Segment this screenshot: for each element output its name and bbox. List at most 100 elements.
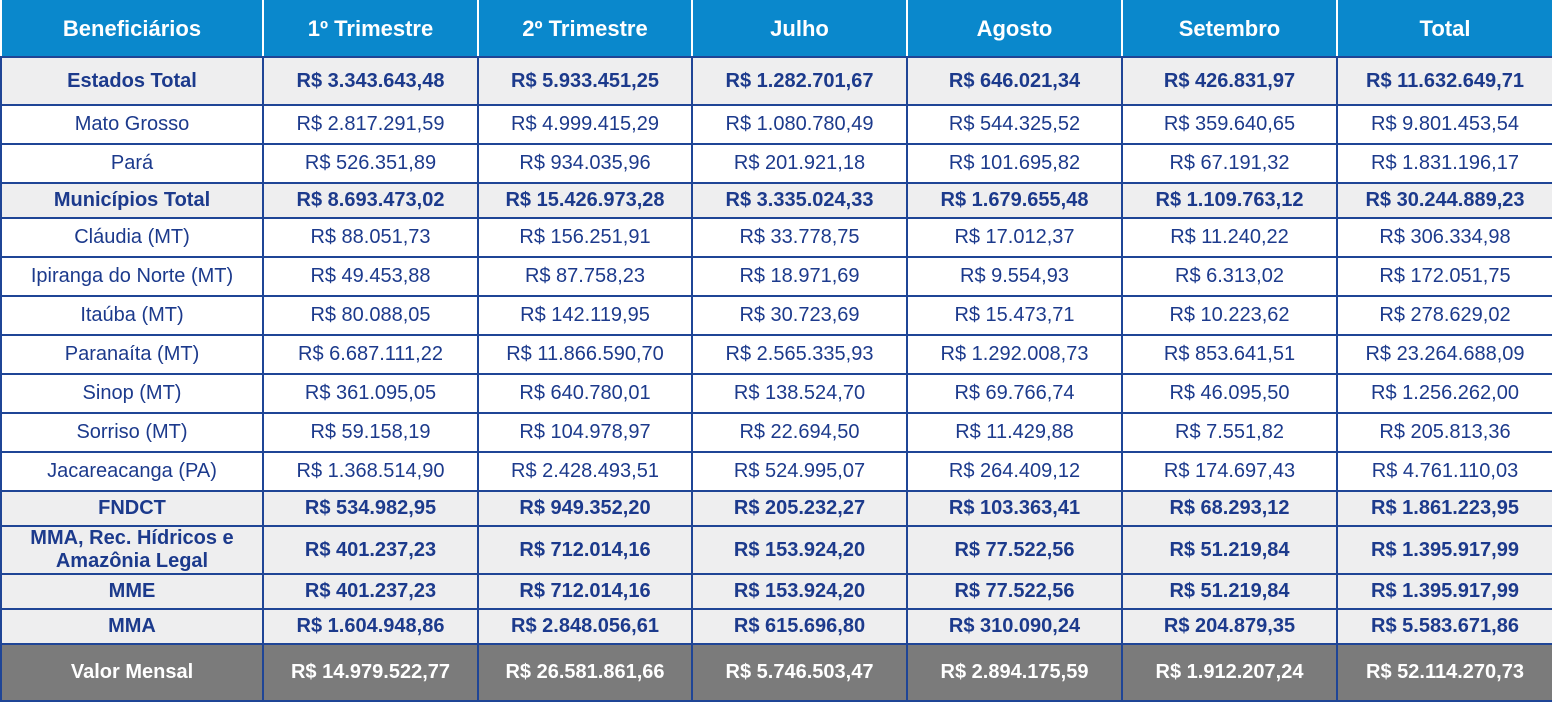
table: Beneficiários 1º Trimestre 2º Trimestre Jul… xyxy=(0,0,1552,702)
value-cell: R$ 1.292.008,73 xyxy=(906,334,1123,375)
value-cell: R$ 15.426.973,28 xyxy=(477,182,693,219)
value-cell: R$ 544.325,52 xyxy=(906,104,1123,145)
header-cell: Setembro xyxy=(1121,0,1338,58)
value-cell: R$ 934.035,96 xyxy=(477,143,693,184)
value-cell: R$ 15.473,71 xyxy=(906,295,1123,336)
value-cell: R$ 264.409,12 xyxy=(906,451,1123,492)
value-cell: R$ 1.109.763,12 xyxy=(1121,182,1338,219)
table-row: Paranaíta (MT) R$ 6.687.111,22 R$ 11.866.5… xyxy=(0,334,1552,375)
row-label: Mato Grosso xyxy=(0,104,264,145)
header-cell: Total xyxy=(1336,0,1552,58)
value-cell: R$ 46.095,50 xyxy=(1121,373,1338,414)
value-cell: R$ 22.694,50 xyxy=(691,412,908,453)
value-cell: R$ 77.522,56 xyxy=(906,525,1123,575)
table-row: Estados Total R$ 3.343.643,48 R$ 5.933.451… xyxy=(0,56,1552,106)
value-cell: R$ 104.978,97 xyxy=(477,412,693,453)
row-label: Jacareacanga (PA) xyxy=(0,451,264,492)
table-row: MMA, Rec. Hídricos e Amazônia Legal R$ 40… xyxy=(0,525,1552,575)
row-label: FNDCT xyxy=(0,490,264,527)
value-cell: R$ 11.632.649,71 xyxy=(1336,56,1552,106)
value-cell: R$ 17.012,37 xyxy=(906,217,1123,258)
value-cell: R$ 11.240,22 xyxy=(1121,217,1338,258)
row-label: MMA, Rec. Hídricos e Amazônia Legal xyxy=(0,525,264,575)
value-cell: R$ 33.778,75 xyxy=(691,217,908,258)
value-cell: R$ 1.831.196,17 xyxy=(1336,143,1552,184)
value-cell: R$ 11.866.590,70 xyxy=(477,334,693,375)
value-cell: R$ 3.335.024,33 xyxy=(691,182,908,219)
value-cell: R$ 51.219,84 xyxy=(1121,525,1338,575)
value-cell: R$ 1.282.701,67 xyxy=(691,56,908,106)
value-cell: R$ 526.351,89 xyxy=(262,143,479,184)
value-cell: R$ 23.264.688,09 xyxy=(1336,334,1552,375)
value-cell: R$ 310.090,24 xyxy=(906,608,1123,645)
value-cell: R$ 11.429,88 xyxy=(906,412,1123,453)
value-cell: R$ 87.758,23 xyxy=(477,256,693,297)
value-cell: R$ 69.766,74 xyxy=(906,373,1123,414)
value-cell: R$ 401.237,23 xyxy=(262,525,479,575)
value-cell: R$ 138.524,70 xyxy=(691,373,908,414)
row-label: Sorriso (MT) xyxy=(0,412,264,453)
value-cell: R$ 1.256.262,00 xyxy=(1336,373,1552,414)
value-cell: R$ 14.979.522,77 xyxy=(262,643,479,702)
value-cell: R$ 2.848.056,61 xyxy=(477,608,693,645)
value-cell: R$ 426.831,97 xyxy=(1121,56,1338,106)
table-row: Cláudia (MT) R$ 88.051,73 R$ 156.251,91 R$ … xyxy=(0,217,1552,258)
value-cell: R$ 67.191,32 xyxy=(1121,143,1338,184)
header-cell: 2º Trimestre xyxy=(477,0,693,58)
value-cell: R$ 6.687.111,22 xyxy=(262,334,479,375)
header-cell: Julho xyxy=(691,0,908,58)
value-cell: R$ 49.453,88 xyxy=(262,256,479,297)
header-cell: 1º Trimestre xyxy=(262,0,479,58)
value-cell: R$ 2.894.175,59 xyxy=(906,643,1123,702)
row-label: Cláudia (MT) xyxy=(0,217,264,258)
value-cell: R$ 1.395.917,99 xyxy=(1336,573,1552,610)
total-row: Valor Mensal R$ 14.979.522,77 R$ 26.581.86… xyxy=(0,643,1552,702)
row-label: MMA xyxy=(0,608,264,645)
value-cell: R$ 68.293,12 xyxy=(1121,490,1338,527)
value-cell: R$ 205.232,27 xyxy=(691,490,908,527)
value-cell: R$ 88.051,73 xyxy=(262,217,479,258)
value-cell: R$ 204.879,35 xyxy=(1121,608,1338,645)
value-cell: R$ 174.697,43 xyxy=(1121,451,1338,492)
row-label: Pará xyxy=(0,143,264,184)
value-cell: R$ 8.693.473,02 xyxy=(262,182,479,219)
value-cell: R$ 5.583.671,86 xyxy=(1336,608,1552,645)
value-cell: R$ 18.971,69 xyxy=(691,256,908,297)
table-row: MMA R$ 1.604.948,86 R$ 2.848.056,61 R$ 615.… xyxy=(0,608,1552,645)
value-cell: R$ 5.933.451,25 xyxy=(477,56,693,106)
header-row: Beneficiários 1º Trimestre 2º Trimestre Jul… xyxy=(0,0,1552,58)
value-cell: R$ 640.780,01 xyxy=(477,373,693,414)
table-row: Municípios Total R$ 8.693.473,02 R$ 15.426… xyxy=(0,182,1552,219)
value-cell: R$ 172.051,75 xyxy=(1336,256,1552,297)
value-cell: R$ 1.395.917,99 xyxy=(1336,525,1552,575)
value-cell: R$ 2.817.291,59 xyxy=(262,104,479,145)
row-label: Municípios Total xyxy=(0,182,264,219)
value-cell: R$ 1.861.223,95 xyxy=(1336,490,1552,527)
value-cell: R$ 9.554,93 xyxy=(906,256,1123,297)
header-cell: Agosto xyxy=(906,0,1123,58)
value-cell: R$ 6.313,02 xyxy=(1121,256,1338,297)
value-cell: R$ 103.363,41 xyxy=(906,490,1123,527)
value-cell: R$ 534.982,95 xyxy=(262,490,479,527)
value-cell: R$ 9.801.453,54 xyxy=(1336,104,1552,145)
value-cell: R$ 201.921,18 xyxy=(691,143,908,184)
value-cell: R$ 306.334,98 xyxy=(1336,217,1552,258)
value-cell: R$ 4.761.110,03 xyxy=(1336,451,1552,492)
value-cell: R$ 949.352,20 xyxy=(477,490,693,527)
value-cell: R$ 359.640,65 xyxy=(1121,104,1338,145)
value-cell: R$ 1.368.514,90 xyxy=(262,451,479,492)
row-label: Itaúba (MT) xyxy=(0,295,264,336)
value-cell: R$ 5.746.503,47 xyxy=(691,643,908,702)
table-row: Ipiranga do Norte (MT) R$ 49.453,88 R$ 87.… xyxy=(0,256,1552,297)
value-cell: R$ 153.924,20 xyxy=(691,573,908,610)
table-header: Beneficiários 1º Trimestre 2º Trimestre Jul… xyxy=(0,0,1552,58)
value-cell: R$ 10.223,62 xyxy=(1121,295,1338,336)
table-row: Mato Grosso R$ 2.817.291,59 R$ 4.999.415,2… xyxy=(0,104,1552,145)
value-cell: R$ 3.343.643,48 xyxy=(262,56,479,106)
value-cell: R$ 2.428.493,51 xyxy=(477,451,693,492)
row-label: Ipiranga do Norte (MT) xyxy=(0,256,264,297)
table-row: Jacareacanga (PA) R$ 1.368.514,90 R$ 2.428… xyxy=(0,451,1552,492)
value-cell: R$ 646.021,34 xyxy=(906,56,1123,106)
value-cell: R$ 853.641,51 xyxy=(1121,334,1338,375)
